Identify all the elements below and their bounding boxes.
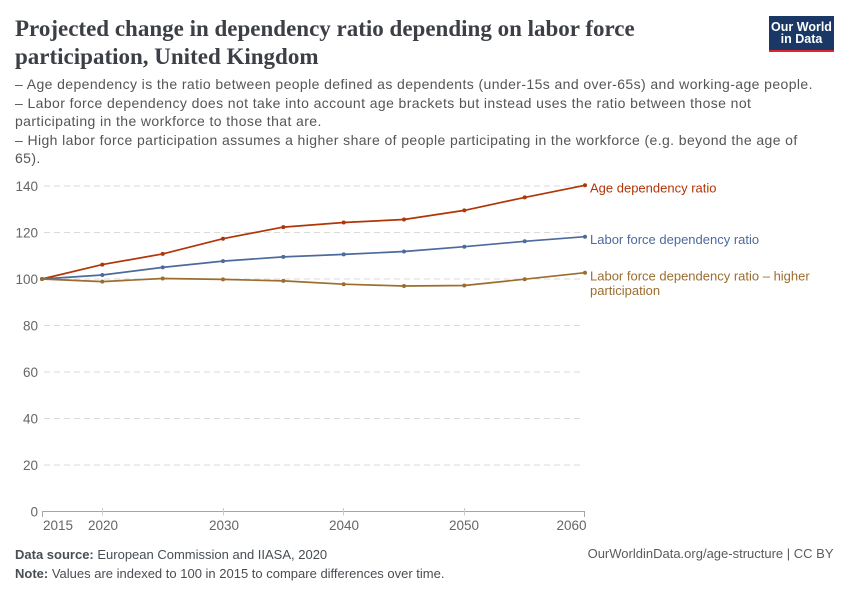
- svg-text:Labor force dependency ratio: Labor force dependency ratio: [590, 232, 759, 247]
- svg-text:20: 20: [23, 458, 38, 473]
- svg-text:140: 140: [15, 179, 38, 194]
- svg-text:2050: 2050: [449, 518, 479, 533]
- svg-text:60: 60: [23, 365, 38, 380]
- svg-text:2060: 2060: [556, 518, 586, 533]
- svg-text:40: 40: [23, 411, 38, 426]
- svg-text:participation: participation: [590, 283, 660, 298]
- svg-text:80: 80: [23, 318, 38, 333]
- svg-text:Age dependency ratio: Age dependency ratio: [590, 181, 716, 196]
- svg-text:2030: 2030: [209, 518, 239, 533]
- svg-text:2040: 2040: [329, 518, 359, 533]
- svg-text:2020: 2020: [88, 518, 118, 533]
- svg-text:2015: 2015: [43, 518, 73, 533]
- svg-text:120: 120: [15, 225, 38, 240]
- svg-text:100: 100: [15, 272, 38, 287]
- svg-text:Labor force dependency ratio –: Labor force dependency ratio – higher: [590, 269, 810, 284]
- svg-text:0: 0: [30, 504, 38, 519]
